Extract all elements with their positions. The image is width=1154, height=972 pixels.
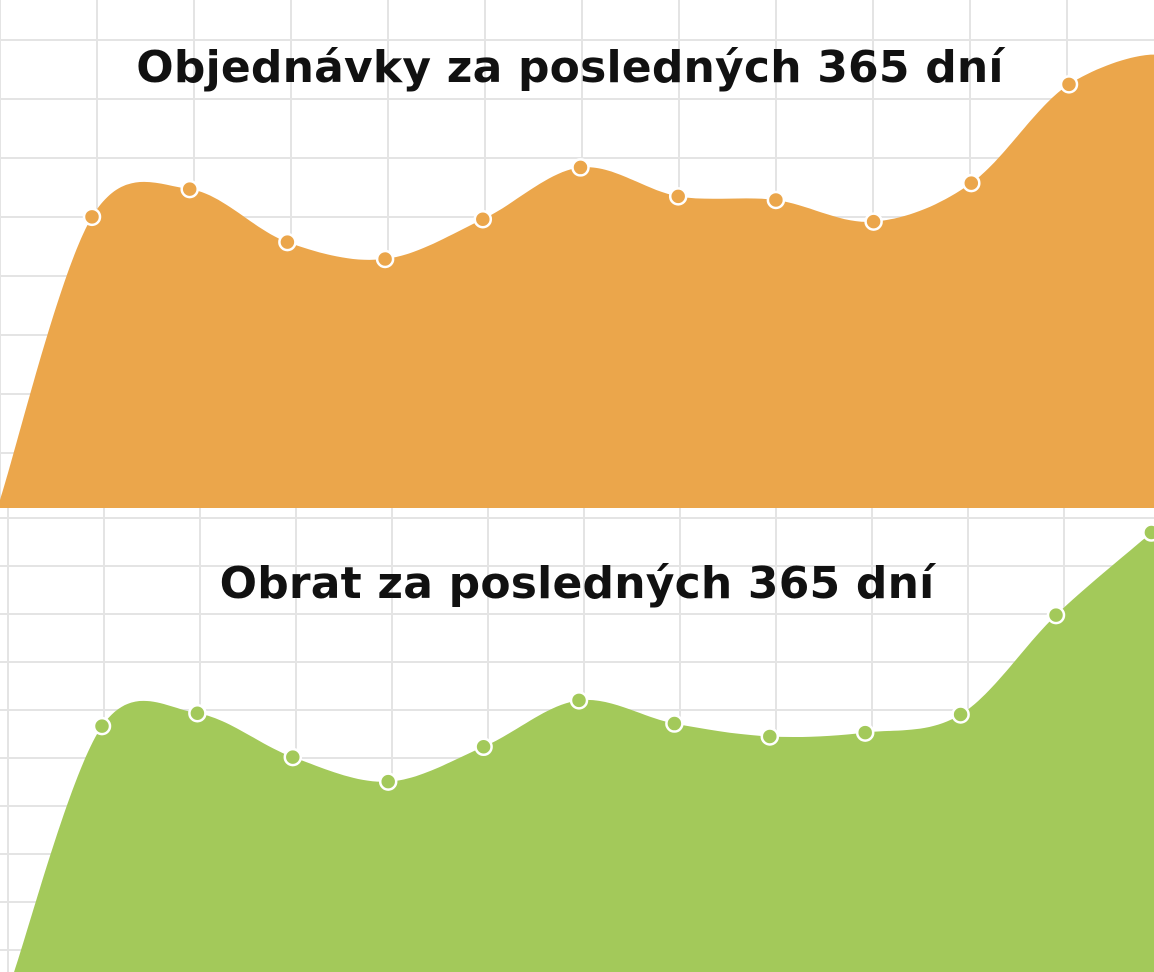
orders-point [571, 158, 590, 177]
orders-point [962, 173, 981, 193]
revenue-point [283, 747, 303, 767]
revenue-chart-title: Obrat za posledných 365 dní [219, 558, 935, 609]
revenue-point [569, 691, 589, 710]
revenue-point [665, 714, 684, 733]
revenue-chart-plot [0, 508, 1154, 972]
revenue-point [855, 723, 875, 742]
revenue-point [378, 772, 398, 791]
orders-area [0, 54, 1154, 508]
orders-point [375, 249, 395, 269]
revenue-point [760, 727, 780, 746]
orders-point [473, 209, 493, 229]
orders-point [278, 232, 297, 252]
revenue-area [12, 528, 1154, 972]
orders-point [1059, 75, 1079, 94]
orders-point [766, 190, 786, 210]
revenue-chart: Obrat za posledných 365 dní [0, 508, 1154, 972]
revenue-point [188, 703, 207, 723]
revenue-point [951, 705, 970, 724]
orders-chart-title: Objednávky za posledných 365 dní [136, 42, 1004, 93]
revenue-point [1046, 605, 1066, 625]
revenue-point [92, 716, 112, 736]
orders-point [82, 207, 102, 227]
revenue-point [474, 737, 493, 757]
revenue-point [1142, 523, 1154, 542]
orders-chart-plot [0, 0, 1154, 508]
orders-point [668, 187, 688, 206]
orders-point [864, 212, 883, 231]
orders-point [180, 179, 199, 199]
orders-chart: Objednávky za posledných 365 dní [0, 0, 1154, 508]
